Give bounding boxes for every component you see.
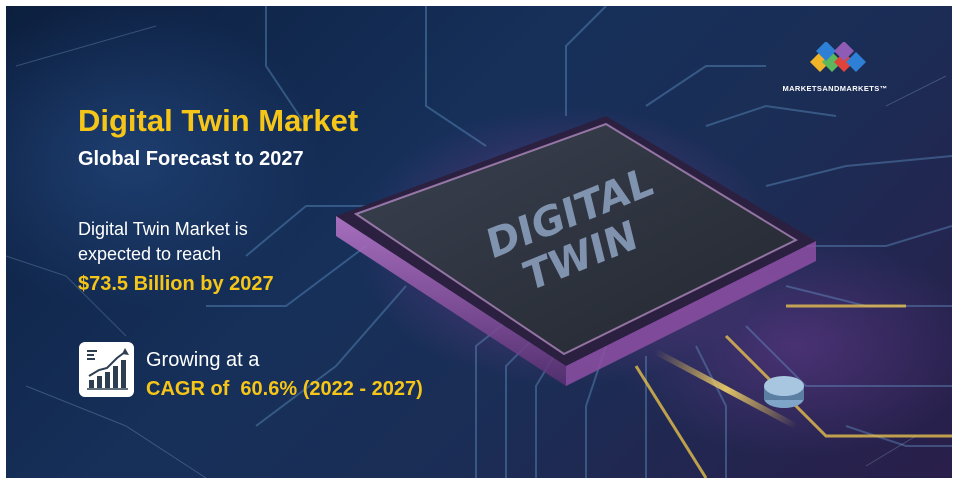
growth-label: Growing at a [146, 349, 260, 371]
cagr-value: CAGR of 60.6% (2022 - 2027) [146, 378, 423, 400]
market-title: Digital Twin Market [78, 103, 359, 138]
infographic-banner: DIGITAL TWIN MARKETSANDMARKETS™ Digital … [6, 6, 952, 478]
brand-logo-text: MARKETSANDMARKETS™ [782, 84, 888, 93]
circuit-board-illustration: DIGITAL TWIN [6, 6, 952, 478]
forecast-text-line1: Digital Twin Market is [78, 219, 248, 239]
market-value: $73.5 Billion by 2027 [78, 273, 274, 295]
forecast-subtitle: Global Forecast to 2027 [78, 148, 304, 170]
forecast-text-line2: expected to reach [78, 244, 222, 264]
growth-chart-icon [79, 342, 134, 397]
brand-logo-mark-icon [810, 41, 866, 72]
brand-logo: MARKETSANDMARKETS™ [760, 41, 910, 98]
